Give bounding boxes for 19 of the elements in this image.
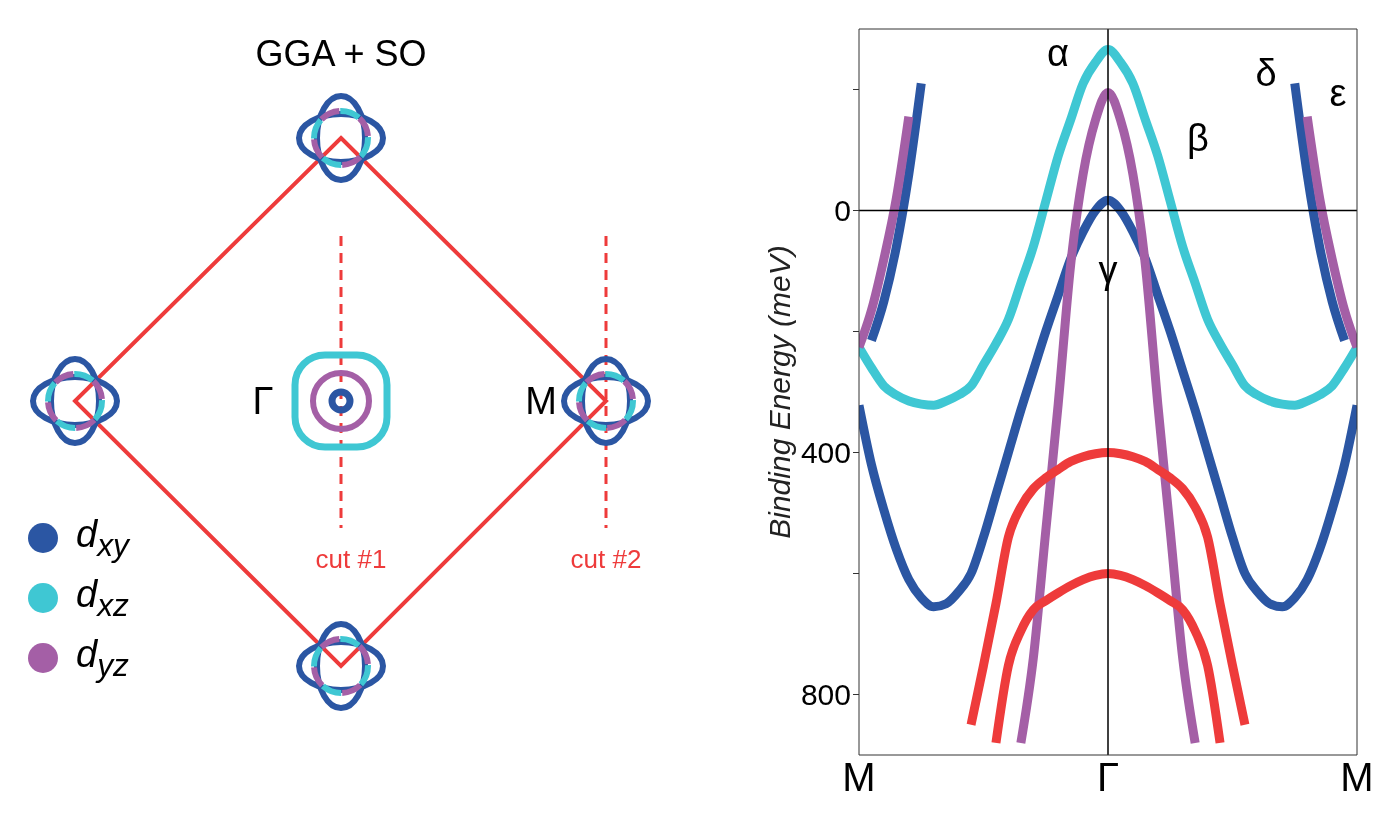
text: cut #1 bbox=[315, 544, 387, 574]
legend-label: d$_{xz}$ bbox=[76, 572, 129, 624]
annotation: ε bbox=[1329, 72, 1347, 114]
annotation: α bbox=[1047, 32, 1069, 74]
y-axis-title: Binding Energy (meV) bbox=[762, 245, 796, 539]
x-tick-label: M bbox=[1340, 755, 1374, 800]
y-tick-label: 0 bbox=[834, 194, 851, 228]
y-tick-label: 400 bbox=[800, 436, 851, 470]
text: cut #2 bbox=[570, 544, 642, 574]
legend-label: d$_{yz}$ bbox=[76, 632, 129, 684]
legend-label: d$_{xy}$ bbox=[76, 512, 129, 564]
annotation: δ bbox=[1255, 52, 1277, 94]
text: M bbox=[525, 380, 557, 422]
annotation: β bbox=[1187, 117, 1209, 159]
text: Γ bbox=[252, 380, 274, 422]
x-tick-label: Γ bbox=[1096, 755, 1120, 800]
text: GGA + SO bbox=[255, 33, 427, 74]
y-tick-label: 800 bbox=[800, 678, 851, 712]
x-tick-label: M bbox=[842, 755, 876, 800]
